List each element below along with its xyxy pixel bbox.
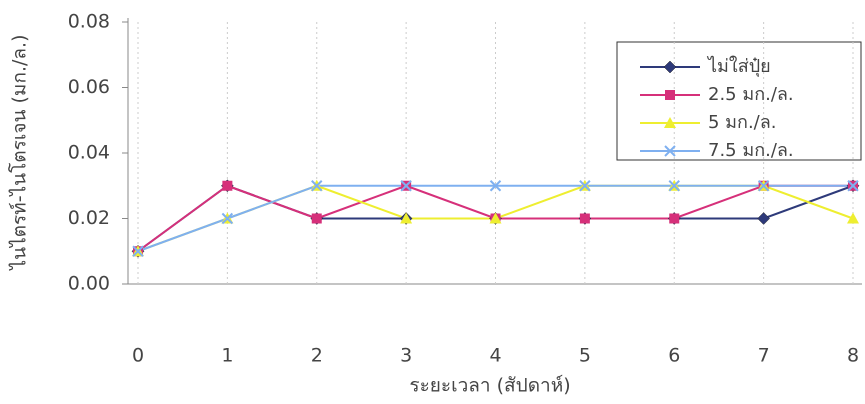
legend-label: 2.5 มก./ล. <box>708 84 794 105</box>
marker <box>489 212 502 224</box>
x-tick-label: 4 <box>489 345 501 367</box>
x-tick-label: 1 <box>221 345 233 367</box>
marker <box>757 180 770 192</box>
marker <box>489 180 502 192</box>
y-axis-title: ไนไตรท์-ไนโตรเจน (มก./ล.) <box>8 35 31 272</box>
marker <box>757 212 770 225</box>
x-tick-label: 3 <box>400 345 412 367</box>
marker <box>311 180 323 192</box>
legend-marker <box>664 145 676 157</box>
x-tick-label: 8 <box>847 345 859 367</box>
x-tick-label: 7 <box>758 345 770 367</box>
legend: ไม่ใส่ปุ๋ย 2.5 มก./ล. 5 มก./ล. 7.5 มก./ล. <box>640 55 794 161</box>
marker <box>579 213 590 224</box>
marker <box>132 245 144 257</box>
y-tick-label: 0.08 <box>68 11 110 33</box>
legend-label: 7.5 มก./ล. <box>708 140 794 161</box>
x-tick-label: 5 <box>579 345 591 367</box>
x-tick-label: 2 <box>311 345 323 367</box>
legend-marker <box>664 117 676 128</box>
y-tick-label: 0.00 <box>68 273 110 295</box>
legend-marker <box>665 90 675 100</box>
marker <box>847 180 859 192</box>
marker <box>400 180 412 192</box>
marker <box>400 212 413 224</box>
y-tick-label: 0.06 <box>68 76 110 98</box>
x-tick-label: 0 <box>132 345 144 367</box>
legend-label: 5 มก./ล. <box>708 112 776 133</box>
legend-box <box>616 41 862 161</box>
x-tick-label: 6 <box>668 345 680 367</box>
y-tick-label: 0.02 <box>68 207 110 229</box>
marker <box>222 180 233 191</box>
legend-label: ไม่ใส่ปุ๋ย <box>706 55 771 77</box>
marker <box>669 213 680 224</box>
marker <box>668 180 680 192</box>
y-tick-label: 0.04 <box>68 142 110 164</box>
marker <box>311 213 322 224</box>
x-axis-title: ระยะเวลา (สัปดาห์) <box>409 375 570 397</box>
legend-marker <box>663 60 677 74</box>
marker <box>847 212 859 224</box>
marker <box>579 180 591 192</box>
marker <box>221 212 234 225</box>
